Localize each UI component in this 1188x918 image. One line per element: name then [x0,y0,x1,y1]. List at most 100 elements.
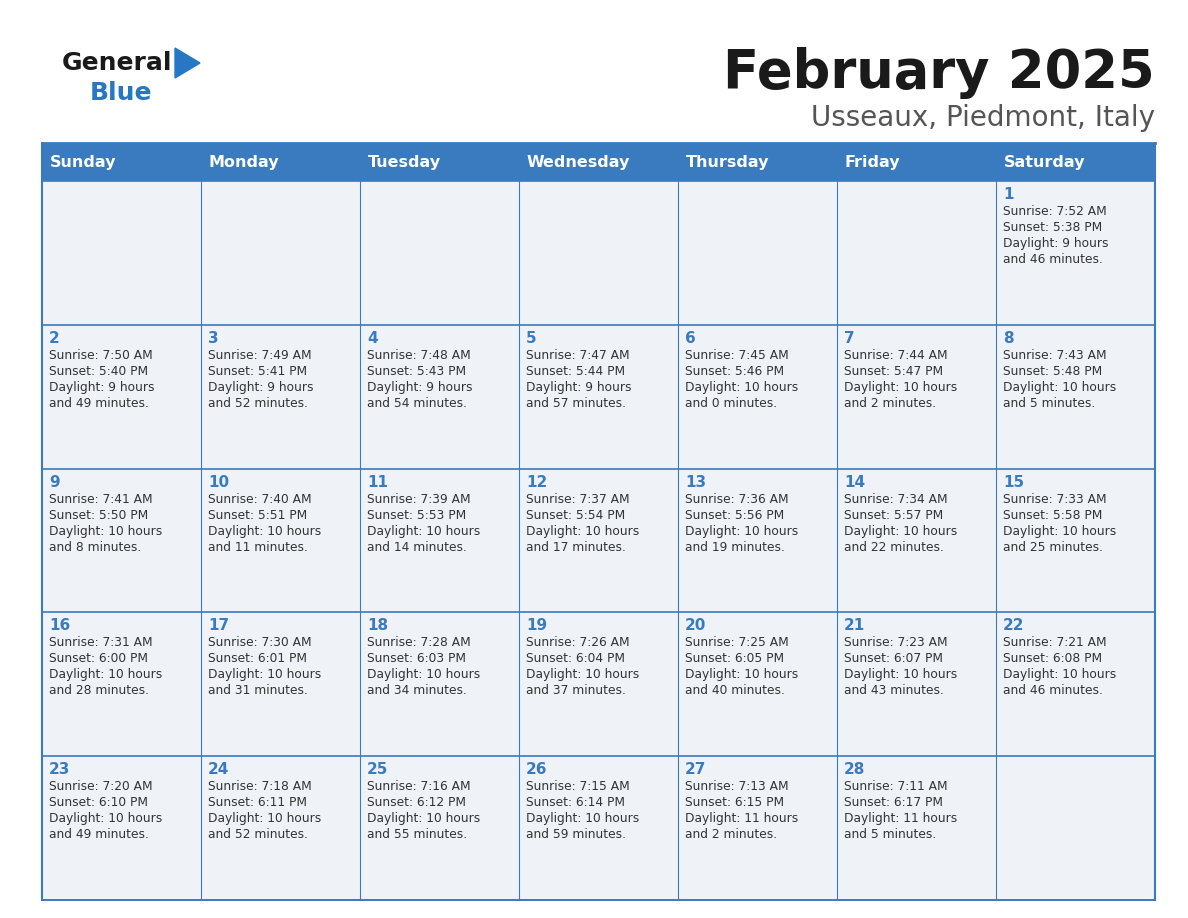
Text: Sunset: 5:41 PM: Sunset: 5:41 PM [208,364,308,378]
Text: 10: 10 [208,475,229,489]
Text: Daylight: 10 hours: Daylight: 10 hours [367,524,480,538]
Bar [996,756,1155,900]
Text: and 19 minutes.: and 19 minutes. [685,541,785,554]
Text: Sunrise: 7:39 AM: Sunrise: 7:39 AM [367,493,470,506]
Bar [201,325,360,468]
Text: and 31 minutes.: and 31 minutes. [208,685,308,698]
Text: Sunset: 6:01 PM: Sunset: 6:01 PM [208,653,307,666]
Text: Sunset: 5:50 PM: Sunset: 5:50 PM [49,509,148,521]
Text: February 2025: February 2025 [723,47,1155,99]
Text: and 11 minutes.: and 11 minutes. [208,541,308,554]
Text: Sunset: 5:51 PM: Sunset: 5:51 PM [208,509,308,521]
Text: 12: 12 [526,475,548,489]
Bar [519,325,678,468]
Text: Sunset: 5:57 PM: Sunset: 5:57 PM [843,509,943,521]
Text: Sunrise: 7:20 AM: Sunrise: 7:20 AM [49,780,152,793]
Text: Sunset: 5:56 PM: Sunset: 5:56 PM [685,509,784,521]
Text: Daylight: 10 hours: Daylight: 10 hours [843,668,958,681]
Text: Sunrise: 7:44 AM: Sunrise: 7:44 AM [843,349,948,362]
Text: Sunrise: 7:11 AM: Sunrise: 7:11 AM [843,780,948,793]
Bar [42,612,201,756]
Text: Sunset: 5:48 PM: Sunset: 5:48 PM [1003,364,1102,378]
Text: Sunrise: 7:18 AM: Sunrise: 7:18 AM [208,780,311,793]
Text: Sunset: 5:40 PM: Sunset: 5:40 PM [49,364,148,378]
Bar [996,181,1155,325]
Text: 4: 4 [367,330,378,346]
Text: Daylight: 10 hours: Daylight: 10 hours [526,668,639,681]
Text: and 22 minutes.: and 22 minutes. [843,541,944,554]
Bar [996,468,1155,612]
Text: Daylight: 10 hours: Daylight: 10 hours [367,668,480,681]
Bar [678,756,838,900]
Bar [360,612,519,756]
Text: and 52 minutes.: and 52 minutes. [208,397,308,409]
Text: Sunrise: 7:30 AM: Sunrise: 7:30 AM [208,636,311,649]
Text: Sunset: 6:00 PM: Sunset: 6:00 PM [49,653,148,666]
Text: Sunrise: 7:43 AM: Sunrise: 7:43 AM [1003,349,1107,362]
Text: Daylight: 10 hours: Daylight: 10 hours [49,524,163,538]
Text: Daylight: 9 hours: Daylight: 9 hours [208,381,314,394]
Bar [996,325,1155,468]
Text: Sunset: 6:10 PM: Sunset: 6:10 PM [49,796,148,809]
Text: Sunrise: 7:40 AM: Sunrise: 7:40 AM [208,493,311,506]
Text: Daylight: 10 hours: Daylight: 10 hours [208,812,321,825]
Text: Sunset: 5:43 PM: Sunset: 5:43 PM [367,364,466,378]
Text: 9: 9 [49,475,59,489]
Text: Monday: Monday [209,154,279,170]
Text: Sunset: 6:05 PM: Sunset: 6:05 PM [685,653,784,666]
Text: 26: 26 [526,762,548,778]
Text: Daylight: 11 hours: Daylight: 11 hours [685,812,798,825]
Text: 20: 20 [685,619,707,633]
Text: 13: 13 [685,475,706,489]
Text: Daylight: 10 hours: Daylight: 10 hours [526,812,639,825]
Text: Sunset: 6:12 PM: Sunset: 6:12 PM [367,796,466,809]
Text: Sunset: 6:15 PM: Sunset: 6:15 PM [685,796,784,809]
Text: Daylight: 10 hours: Daylight: 10 hours [1003,668,1117,681]
Text: Sunset: 6:17 PM: Sunset: 6:17 PM [843,796,943,809]
Text: and 40 minutes.: and 40 minutes. [685,685,785,698]
Text: Sunrise: 7:31 AM: Sunrise: 7:31 AM [49,636,152,649]
Text: and 2 minutes.: and 2 minutes. [685,828,777,841]
Text: and 59 minutes.: and 59 minutes. [526,828,626,841]
Text: Sunrise: 7:13 AM: Sunrise: 7:13 AM [685,780,789,793]
Text: Sunset: 5:54 PM: Sunset: 5:54 PM [526,509,625,521]
Text: Blue: Blue [90,81,152,105]
Text: 11: 11 [367,475,388,489]
Text: and 28 minutes.: and 28 minutes. [49,685,148,698]
Text: Sunrise: 7:23 AM: Sunrise: 7:23 AM [843,636,948,649]
Bar [42,325,201,468]
Text: and 17 minutes.: and 17 minutes. [526,541,626,554]
Text: 14: 14 [843,475,865,489]
Text: Sunrise: 7:47 AM: Sunrise: 7:47 AM [526,349,630,362]
Text: Sunset: 5:47 PM: Sunset: 5:47 PM [843,364,943,378]
Text: Sunrise: 7:33 AM: Sunrise: 7:33 AM [1003,493,1107,506]
Text: Sunset: 5:44 PM: Sunset: 5:44 PM [526,364,625,378]
Text: and 37 minutes.: and 37 minutes. [526,685,626,698]
Text: 8: 8 [1003,330,1013,346]
Text: Daylight: 10 hours: Daylight: 10 hours [685,668,798,681]
Text: Daylight: 10 hours: Daylight: 10 hours [843,524,958,538]
Bar [519,181,678,325]
Text: Wednesday: Wednesday [527,154,631,170]
Text: 16: 16 [49,619,70,633]
Text: Sunrise: 7:52 AM: Sunrise: 7:52 AM [1003,205,1107,218]
Text: and 54 minutes.: and 54 minutes. [367,397,467,409]
Bar [678,325,838,468]
Text: Daylight: 10 hours: Daylight: 10 hours [1003,381,1117,394]
Text: Sunset: 5:46 PM: Sunset: 5:46 PM [685,364,784,378]
Bar [838,468,996,612]
Bar [678,181,838,325]
Bar [360,181,519,325]
Text: Sunrise: 7:34 AM: Sunrise: 7:34 AM [843,493,948,506]
Polygon shape [175,48,200,78]
Text: Thursday: Thursday [685,154,770,170]
Bar [519,756,678,900]
Text: and 25 minutes.: and 25 minutes. [1003,541,1102,554]
Bar [838,325,996,468]
Text: and 5 minutes.: and 5 minutes. [843,828,936,841]
Text: 1: 1 [1003,187,1013,202]
Text: General: General [62,51,172,75]
Text: Sunset: 6:04 PM: Sunset: 6:04 PM [526,653,625,666]
Bar [42,468,201,612]
Text: Saturday: Saturday [1004,154,1086,170]
